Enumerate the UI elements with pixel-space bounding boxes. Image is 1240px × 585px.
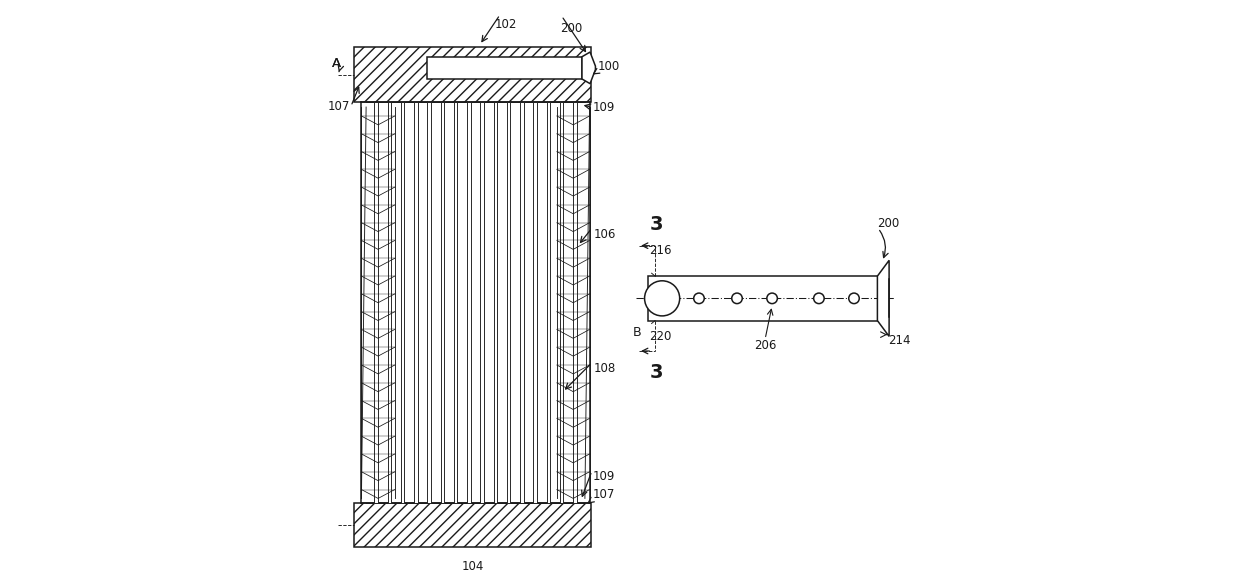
Circle shape <box>813 293 825 304</box>
Bar <box>467 102 471 503</box>
Text: 108: 108 <box>594 362 616 375</box>
Text: B: B <box>632 326 641 339</box>
Bar <box>480 102 484 503</box>
Polygon shape <box>582 52 595 84</box>
Text: 109: 109 <box>593 101 615 113</box>
Bar <box>520 102 523 503</box>
Text: 104: 104 <box>461 560 484 573</box>
Text: 107: 107 <box>593 488 615 501</box>
Circle shape <box>732 293 743 304</box>
Bar <box>494 102 497 503</box>
Bar <box>573 102 577 503</box>
Text: A: A <box>332 57 341 70</box>
Bar <box>401 102 404 503</box>
Circle shape <box>645 281 680 316</box>
Text: 200: 200 <box>559 22 582 35</box>
Circle shape <box>693 293 704 304</box>
Text: 102: 102 <box>495 18 517 31</box>
Text: 200: 200 <box>878 217 900 230</box>
Text: 3: 3 <box>650 363 663 382</box>
Bar <box>353 47 590 102</box>
Bar <box>507 102 511 503</box>
Bar <box>649 276 884 321</box>
Bar <box>560 102 563 503</box>
Bar <box>427 57 582 79</box>
Bar <box>454 102 458 503</box>
Circle shape <box>848 293 859 304</box>
Bar <box>428 102 430 503</box>
Text: 216: 216 <box>649 244 671 257</box>
Text: 3: 3 <box>650 215 663 233</box>
Polygon shape <box>878 260 889 336</box>
Text: 220: 220 <box>649 330 671 343</box>
Bar <box>374 102 378 503</box>
Text: 107: 107 <box>327 100 350 113</box>
Bar <box>414 102 418 503</box>
Text: A: A <box>332 57 341 70</box>
Bar <box>388 102 391 503</box>
Text: 214: 214 <box>888 334 910 347</box>
Text: 109: 109 <box>593 470 615 483</box>
Bar <box>353 503 590 547</box>
Text: 100: 100 <box>598 60 620 73</box>
Text: 106: 106 <box>594 228 616 240</box>
Bar <box>533 102 537 503</box>
Circle shape <box>766 293 777 304</box>
Text: 206: 206 <box>754 339 776 352</box>
Bar <box>440 102 444 503</box>
Bar <box>547 102 551 503</box>
